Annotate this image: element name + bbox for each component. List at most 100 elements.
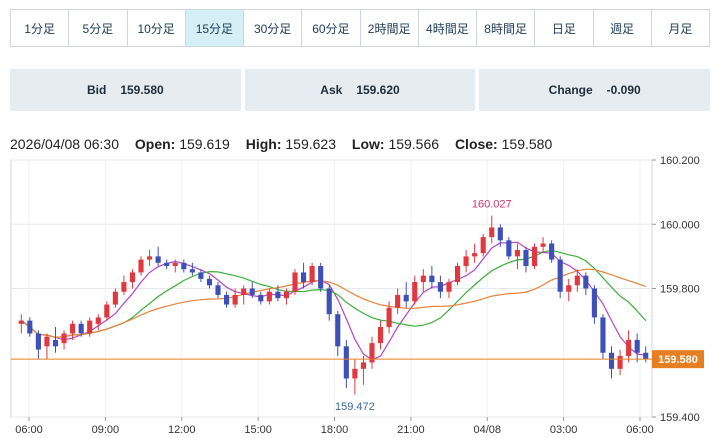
x-tick-label: 21:00 <box>397 424 425 436</box>
y-tick-label: 159.400 <box>660 412 700 424</box>
candle-body <box>232 294 238 305</box>
x-tick-label: 03:00 <box>550 424 578 436</box>
candle-body <box>283 291 290 299</box>
candle-body <box>531 246 538 267</box>
candle-body <box>626 339 632 356</box>
close-label: Close: <box>454 136 498 152</box>
timeframe-tab[interactable]: 月足 <box>651 10 709 46</box>
candle-body <box>446 282 452 292</box>
low-annotation: 159.472 <box>335 401 375 413</box>
candle-body <box>591 288 597 318</box>
candle-body <box>104 304 110 318</box>
candle-body <box>18 320 24 324</box>
candle-body <box>395 294 401 308</box>
candle-body <box>420 275 426 283</box>
candle-body <box>121 282 127 292</box>
current-price-label: 159.580 <box>658 354 698 366</box>
candle-body <box>206 278 213 286</box>
bid-panel: Bid 159.580 <box>10 69 241 111</box>
x-tick-label: 06:00 <box>15 424 43 436</box>
ohlc-datetime: 2026/04/08 06:30 <box>10 136 119 152</box>
timeframe-tab[interactable]: 60分足 <box>302 10 361 46</box>
timeframe-tab[interactable]: 5分足 <box>69 10 128 46</box>
timeframe-tab[interactable]: 10分足 <box>127 10 186 46</box>
timeframe-tab[interactable]: 日足 <box>535 10 594 46</box>
candle-body <box>497 227 503 241</box>
timeframe-tab[interactable]: 2時間足 <box>360 10 419 46</box>
high-label: High: <box>245 136 282 152</box>
current-price-tag <box>652 350 704 369</box>
candle-body <box>241 288 247 295</box>
candle-body <box>549 243 555 260</box>
candle-body <box>112 291 118 305</box>
timeframe-tabs: 1分足 5分足 10分足 15分足 30分足 60分足 2時間足 4時間足 8時間足 日足 週足 月足 <box>10 9 710 47</box>
candle-body <box>454 266 461 283</box>
candle-body <box>523 249 529 267</box>
price-chart[interactable]: 160.200 160.000 159.800 159.400 06:00 09:00 12… <box>0 150 720 438</box>
ask-label: Ask <box>320 83 343 97</box>
candle-body <box>634 339 640 353</box>
x-tick-label: 06:00 <box>626 424 654 436</box>
timeframe-tab[interactable]: 8時間足 <box>477 10 536 46</box>
candle-body <box>352 368 358 379</box>
candle-body <box>44 336 50 347</box>
candle-body <box>35 333 41 350</box>
candle-body <box>52 339 59 347</box>
candle-body <box>608 352 615 369</box>
ask-value: 159.620 <box>356 83 400 97</box>
timeframe-tab[interactable]: 30分足 <box>244 10 303 46</box>
candle-body <box>249 288 255 295</box>
candle-body <box>198 272 204 279</box>
y-tick-label: 160.000 <box>660 219 700 231</box>
candle-body <box>266 291 272 302</box>
candle-body <box>87 320 93 334</box>
candle-body <box>463 256 469 267</box>
candle-body <box>129 272 136 283</box>
candle-body <box>300 272 307 283</box>
low-label: Low: <box>351 136 385 152</box>
candle-body <box>403 294 409 302</box>
candle-body <box>540 243 546 247</box>
x-tick-label: 09:00 <box>92 424 120 436</box>
ohlc-info: 2026/04/08 06:30 Open: 159.619 High: 159… <box>10 136 552 152</box>
x-tick-label: 15:00 <box>244 424 272 436</box>
candle-body <box>386 307 392 328</box>
high-value: 159.623 <box>285 136 336 152</box>
change-value: -0.090 <box>606 83 641 97</box>
candle-body <box>557 259 563 292</box>
candle-body <box>343 346 349 379</box>
candle-body <box>309 266 315 283</box>
candle-body <box>172 262 178 267</box>
bid-label: Bid <box>86 83 107 97</box>
timeframe-tab[interactable]: 4時間足 <box>418 10 477 46</box>
ask-panel: Ask 159.620 <box>244 69 476 111</box>
candle-body <box>155 256 161 263</box>
candle-body <box>617 355 623 369</box>
x-tick-label: 04/08 <box>473 424 501 436</box>
change-label: Change <box>548 83 593 97</box>
candle-body <box>429 275 435 283</box>
candle-body <box>369 343 375 363</box>
open-value: 159.619 <box>179 136 230 152</box>
candle-body <box>275 291 281 299</box>
y-tick-label: 159.800 <box>660 284 700 296</box>
candle-body <box>335 314 341 347</box>
candle-body <box>583 275 589 289</box>
candle-body <box>566 285 572 292</box>
candle-body <box>318 266 324 289</box>
timeframe-tab[interactable]: 1分足 <box>11 10 70 46</box>
timeframe-tab[interactable]: 15分足 <box>185 10 244 46</box>
ma-slow-line <box>20 268 646 338</box>
candle-body <box>360 362 367 369</box>
candle-body <box>78 323 84 334</box>
candle-body <box>70 323 76 334</box>
candle-body <box>489 227 495 238</box>
timeframe-tab[interactable]: 週足 <box>593 10 652 46</box>
x-tick-label: 12:00 <box>168 424 196 436</box>
candle-body <box>377 327 384 344</box>
candle-body <box>292 272 298 292</box>
candle-body <box>27 320 33 334</box>
candle-body <box>189 269 195 273</box>
low-value: 159.566 <box>388 136 440 152</box>
y-tick-label: 160.200 <box>660 155 700 167</box>
